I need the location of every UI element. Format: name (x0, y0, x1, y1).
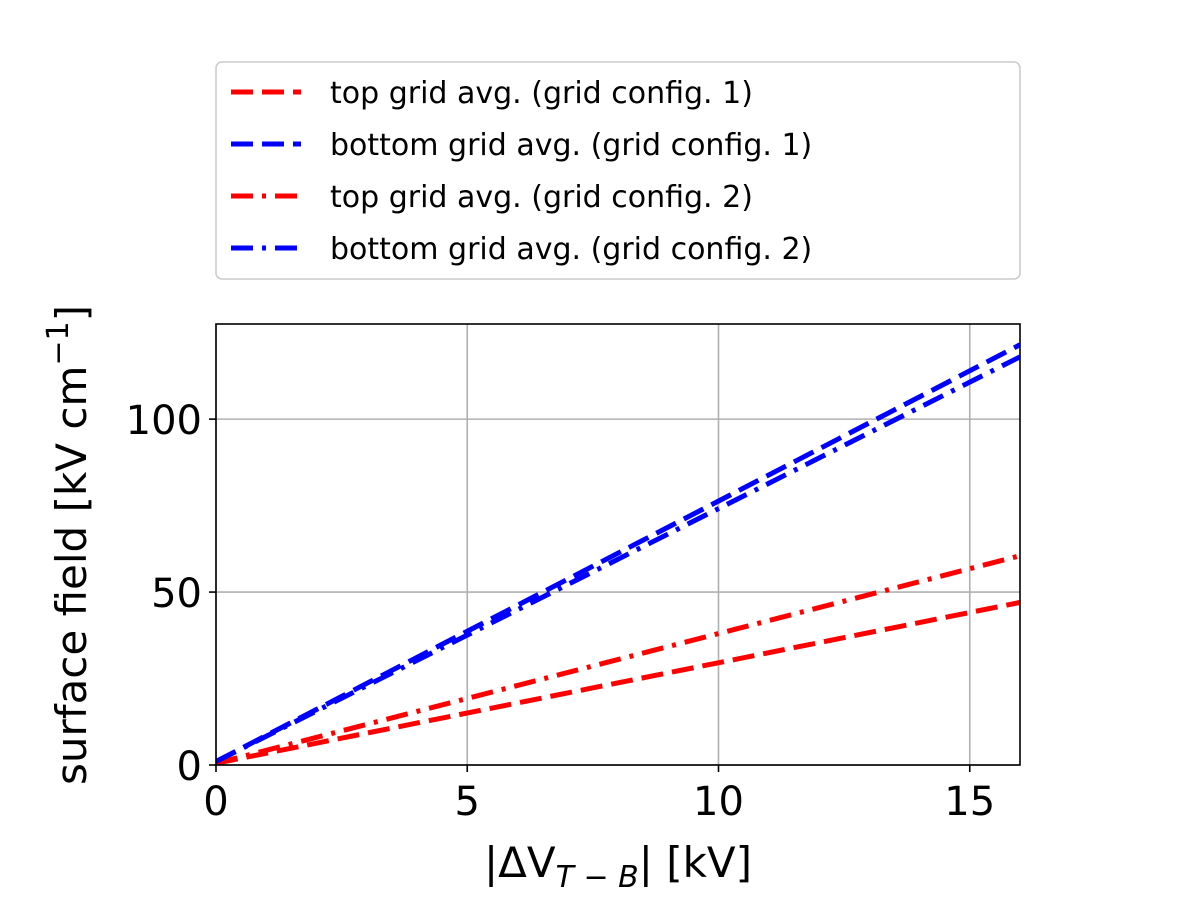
y-axis-label: surface field [kV cm−1] (41, 305, 96, 785)
y-tick-label: 0 (177, 744, 202, 790)
legend-label-3: top grid avg. (grid config. 2) (330, 180, 753, 215)
series-line-3 (216, 553, 1020, 765)
series-layer (216, 342, 1020, 765)
x-ticks: 0 5 10 15 (203, 765, 995, 825)
legend-label-2: bottom grid avg. (grid config. 1) (330, 128, 812, 163)
x-tick-label: 10 (693, 779, 744, 825)
plot-frame (215, 323, 1021, 766)
x-tick-label: 15 (944, 779, 995, 825)
y-tick-label: 100 (126, 398, 202, 444)
legend-frame (215, 61, 1021, 280)
x-tick-label: 5 (455, 779, 480, 825)
x-axis-label: |ΔVT − B| [kV] (484, 838, 752, 895)
y-tick-label: 50 (151, 571, 202, 617)
y-ticks: 0 50 100 (126, 398, 216, 790)
series-line-1 (216, 599, 1020, 765)
x-tick-label: 0 (203, 779, 228, 825)
legend-label-4: bottom grid avg. (grid config. 2) (330, 232, 812, 267)
series-line-2 (216, 342, 1020, 764)
legend-label-1: top grid avg. (grid config. 1) (330, 76, 753, 111)
series-line-4 (216, 354, 1020, 764)
legend: top grid avg. (grid config. 1) bottom gri… (215, 61, 1021, 280)
